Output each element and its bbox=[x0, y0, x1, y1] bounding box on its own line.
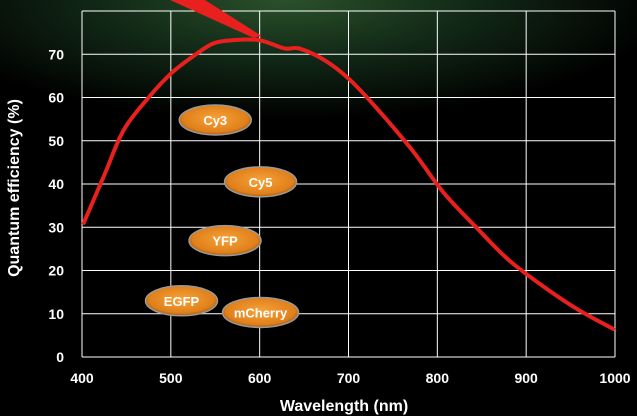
x-tick-label: 400 bbox=[70, 370, 94, 386]
dye-label: Cy3 bbox=[203, 113, 227, 128]
y-axis-label: Quantum efficiency (%) bbox=[6, 99, 23, 277]
dye-bubble bbox=[188, 224, 262, 257]
y-tick-label: 20 bbox=[48, 263, 64, 279]
y-tick-label: 30 bbox=[48, 219, 64, 235]
y-tick-label: 0 bbox=[56, 349, 64, 365]
axes: 400 500 600 700 800 900 1000 0 10 20 30 40 50 60 70 bbox=[48, 46, 630, 386]
x-tick-label: 900 bbox=[514, 370, 538, 386]
grid bbox=[81, 10, 616, 358]
curves bbox=[81, 0, 616, 331]
x-tick-label: 500 bbox=[159, 370, 183, 386]
dye-label: EGFP bbox=[164, 294, 200, 309]
x-tick-label: 600 bbox=[248, 370, 272, 386]
dye-label: mCherry bbox=[234, 305, 288, 320]
y-tick-label: 40 bbox=[48, 176, 64, 192]
x-axis-label: Wavelength (nm) bbox=[280, 398, 408, 415]
x-tick-label: 1000 bbox=[599, 370, 630, 386]
y-tick-label: 50 bbox=[48, 133, 64, 149]
dye-bubble bbox=[221, 296, 300, 329]
y-tick-label: 70 bbox=[48, 46, 64, 62]
x-tick-label: 800 bbox=[426, 370, 450, 386]
dye-label: YFP bbox=[212, 234, 238, 249]
background-glow bbox=[0, 0, 637, 200]
dye-bubble bbox=[144, 285, 219, 317]
dye-bubble bbox=[223, 166, 298, 198]
x-tick-label: 700 bbox=[337, 370, 361, 386]
dye-label: Cy5 bbox=[249, 175, 273, 190]
dye-bubble bbox=[178, 104, 252, 136]
y-tick-label: 10 bbox=[48, 306, 64, 322]
annotations: Cy3 Cy5 YFP EGFP mCherry bbox=[144, 104, 300, 329]
peak-marker bbox=[170, 0, 262, 38]
y-tick-label: 60 bbox=[48, 90, 64, 106]
efficiency-curve bbox=[81, 37, 616, 331]
